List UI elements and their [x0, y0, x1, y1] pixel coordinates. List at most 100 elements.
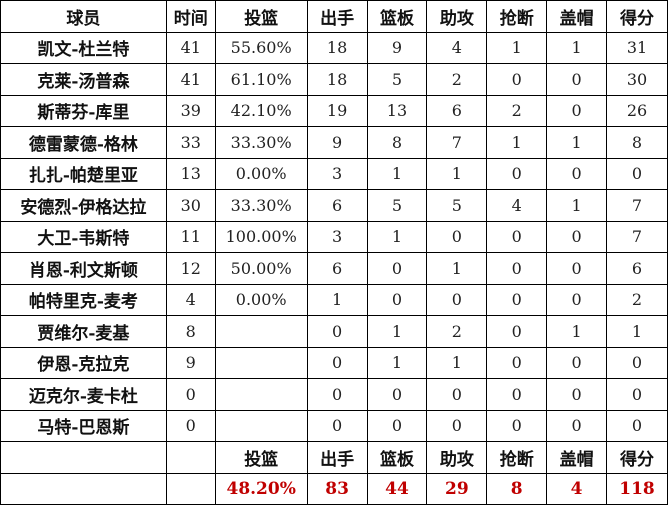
table-row-rebounds-cell: 1 [366, 346, 428, 379]
table-row-points-cell: 30 [606, 63, 668, 96]
totals-header-row-blocks-cell: 盖帽 [546, 441, 608, 474]
table-row-points-cell: 7 [606, 220, 668, 253]
table-row-minutes-cell: 41 [165, 63, 216, 96]
table-row: 帕特里克-麦考 4 0.00% 1 0 0 0 0 2 [0, 283, 668, 316]
table-row-fga-cell: 0 [306, 346, 368, 379]
table-row-points-cell: 31 [606, 31, 668, 64]
table-row-assists-cell: 6 [426, 94, 488, 127]
table-row-blocks-cell: 0 [546, 378, 608, 411]
table-row-assists-cell: 4 [426, 31, 488, 64]
table-row-points-cell: 2 [606, 283, 668, 316]
table-row-blocks-cell: 0 [546, 220, 608, 253]
table-row-fg-pct-cell [214, 378, 308, 411]
table-row-minutes-cell: 9 [165, 346, 216, 379]
table-row: 大卫-韦斯特 11 100.00% 3 1 0 0 0 7 [0, 220, 668, 253]
table-row-player-cell: 德雷蒙德-格林 [0, 126, 167, 159]
table-row-fga-cell: 3 [306, 220, 368, 253]
totals-row-minutes-cell [165, 472, 216, 505]
table-row-player-cell: 安德烈-伊格达拉 [0, 189, 167, 222]
table-row-points-cell: 0 [606, 378, 668, 411]
table-row-fga-cell: 6 [306, 252, 368, 285]
totals-row-assists-cell: 29 [426, 472, 488, 505]
table-row-fga-cell: 18 [306, 31, 368, 64]
table-row-assists-cell: 2 [426, 63, 488, 96]
totals-row-fga-cell: 83 [306, 472, 368, 505]
table-row-blocks-cell: 0 [546, 252, 608, 285]
table-row-points-cell: 7 [606, 189, 668, 222]
table-row-assists-cell: 7 [426, 126, 488, 159]
header-row-rebounds-cell: 篮板 [366, 0, 428, 33]
table-row-rebounds-cell: 0 [366, 378, 428, 411]
table-row-fga-cell: 0 [306, 409, 368, 442]
header-row: 球员 时间 投篮 出手 篮板 助攻 抢断 盖帽 得分 [0, 0, 668, 33]
table-row-rebounds-cell: 5 [366, 189, 428, 222]
table-row-blocks-cell: 1 [546, 315, 608, 348]
totals-header-row-fga-cell: 出手 [306, 441, 368, 474]
totals-row-player-cell [0, 472, 167, 505]
table-row-assists-cell: 0 [426, 409, 488, 442]
table-row-fg-pct-cell: 33.30% [214, 189, 308, 222]
table-row-rebounds-cell: 13 [366, 94, 428, 127]
totals-row-blocks-cell: 4 [546, 472, 608, 505]
totals-header-row-steals-cell: 抢断 [486, 441, 548, 474]
table-row-assists-cell: 2 [426, 315, 488, 348]
totals-header-row-fg-pct-cell: 投篮 [214, 441, 308, 474]
table-row-steals-cell: 4 [486, 189, 548, 222]
table-row: 斯蒂芬-库里 39 42.10% 19 13 6 2 0 26 [0, 94, 668, 127]
table-row-player-cell: 斯蒂芬-库里 [0, 94, 167, 127]
table-row-assists-cell: 1 [426, 252, 488, 285]
table-row-steals-cell: 0 [486, 409, 548, 442]
table-row-fg-pct-cell: 50.00% [214, 252, 308, 285]
table-row-fga-cell: 1 [306, 283, 368, 316]
table-row-steals-cell: 0 [486, 315, 548, 348]
table-row-minutes-cell: 33 [165, 126, 216, 159]
header-row-points-cell: 得分 [606, 0, 668, 33]
table-row-rebounds-cell: 0 [366, 283, 428, 316]
table-row: 克莱-汤普森 41 61.10% 18 5 2 0 0 30 [0, 63, 668, 96]
table-row-rebounds-cell: 1 [366, 220, 428, 253]
table-row: 安德烈-伊格达拉 30 33.30% 6 5 5 4 1 7 [0, 189, 668, 222]
table-row-points-cell: 8 [606, 126, 668, 159]
table-row-blocks-cell: 0 [546, 63, 608, 96]
table-row-fg-pct-cell [214, 346, 308, 379]
table-row-minutes-cell: 4 [165, 283, 216, 316]
table-row-fg-pct-cell: 0.00% [214, 157, 308, 190]
header-row-minutes-cell: 时间 [165, 0, 216, 33]
table-row-blocks-cell: 1 [546, 31, 608, 64]
table-row-points-cell: 0 [606, 409, 668, 442]
table-row-player-cell: 帕特里克-麦考 [0, 283, 167, 316]
table-row-fga-cell: 9 [306, 126, 368, 159]
table-row-player-cell: 迈克尔-麦卡杜 [0, 378, 167, 411]
table-row-fga-cell: 6 [306, 189, 368, 222]
table-row-fga-cell: 19 [306, 94, 368, 127]
table-row-fg-pct-cell [214, 409, 308, 442]
table-row-steals-cell: 1 [486, 31, 548, 64]
table-row-rebounds-cell: 1 [366, 157, 428, 190]
table-row-steals-cell: 0 [486, 378, 548, 411]
table-row-steals-cell: 0 [486, 346, 548, 379]
table-row-steals-cell: 0 [486, 252, 548, 285]
table-row-minutes-cell: 8 [165, 315, 216, 348]
table-row-blocks-cell: 0 [546, 409, 608, 442]
header-row-assists-cell: 助攻 [426, 0, 488, 33]
table-row-assists-cell: 1 [426, 346, 488, 379]
table-row-blocks-cell: 0 [546, 94, 608, 127]
totals-header-row-player-cell [0, 441, 167, 474]
totals-header-row: 投篮 出手 篮板 助攻 抢断 盖帽 得分 [0, 441, 668, 474]
totals-row-points-cell: 118 [606, 472, 668, 505]
table-row-minutes-cell: 39 [165, 94, 216, 127]
header-row-blocks-cell: 盖帽 [546, 0, 608, 33]
table-row-blocks-cell: 0 [546, 346, 608, 379]
table-row-steals-cell: 2 [486, 94, 548, 127]
table-row-fg-pct-cell [214, 315, 308, 348]
totals-header-row-rebounds-cell: 篮板 [366, 441, 428, 474]
table-row-blocks-cell: 1 [546, 189, 608, 222]
table-row: 扎扎-帕楚里亚 13 0.00% 3 1 1 0 0 0 [0, 157, 668, 190]
table-row-fga-cell: 0 [306, 315, 368, 348]
table-row-assists-cell: 0 [426, 220, 488, 253]
totals-header-row-minutes-cell [165, 441, 216, 474]
table-row: 肖恩-利文斯顿 12 50.00% 6 0 1 0 0 6 [0, 252, 668, 285]
table-row-rebounds-cell: 9 [366, 31, 428, 64]
